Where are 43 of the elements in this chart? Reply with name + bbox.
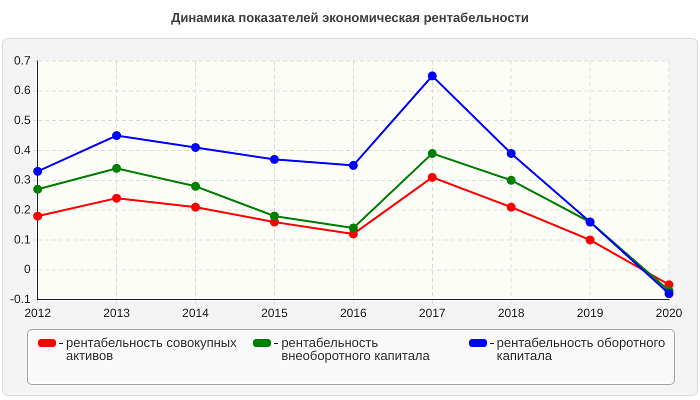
x-tick-label: 2019: [576, 306, 604, 320]
y-tick-label: 0.4: [14, 142, 31, 157]
y-tick-label: 0.5: [14, 112, 31, 127]
x-tick-label: 2018: [498, 306, 525, 320]
point: [112, 164, 122, 173]
legend-label: рентабельность внеоборотного капитала: [281, 335, 431, 363]
point: [506, 202, 516, 212]
legend-label: рентабельность оборотного капитала: [496, 335, 666, 363]
point: [270, 212, 279, 221]
point: [664, 289, 674, 298]
x-tick-label: 2016: [340, 306, 368, 320]
point: [33, 212, 42, 221]
y-tick-label: 0.2: [14, 202, 31, 216]
x-tick-label: 2017: [418, 306, 446, 320]
point: [33, 166, 42, 176]
point: [348, 224, 358, 233]
point: [348, 160, 358, 170]
point: [428, 148, 437, 158]
y-tick-label: 0.3: [14, 172, 31, 187]
point: [506, 176, 516, 185]
x-tick-label: 2013: [103, 306, 130, 320]
point: [586, 235, 595, 244]
y-tick-label: 0.6: [14, 83, 31, 98]
point: [33, 184, 42, 194]
point: [270, 154, 279, 164]
point: [112, 194, 122, 203]
x-tick-label: 2020: [656, 306, 683, 320]
y-tick-label: 0.7: [14, 53, 31, 68]
point: [428, 71, 437, 80]
point: [506, 148, 516, 158]
y-tick-label: 0.1: [14, 232, 31, 246]
point: [428, 172, 437, 182]
y-tick-label: -0.1: [10, 292, 31, 306]
legend-label: рентабельность совокупных активов: [66, 335, 238, 363]
chart-title: Динамика показателей экономическая рентабельности: [170, 10, 530, 25]
point: [112, 131, 122, 140]
point: [191, 202, 200, 212]
x-tick-label: 2012: [24, 306, 52, 320]
point: [191, 142, 200, 152]
x-tick-label: 2014: [182, 306, 210, 320]
point: [191, 182, 200, 191]
y-tick-label: 0: [24, 262, 31, 276]
x-tick-label: 2015: [261, 306, 288, 320]
